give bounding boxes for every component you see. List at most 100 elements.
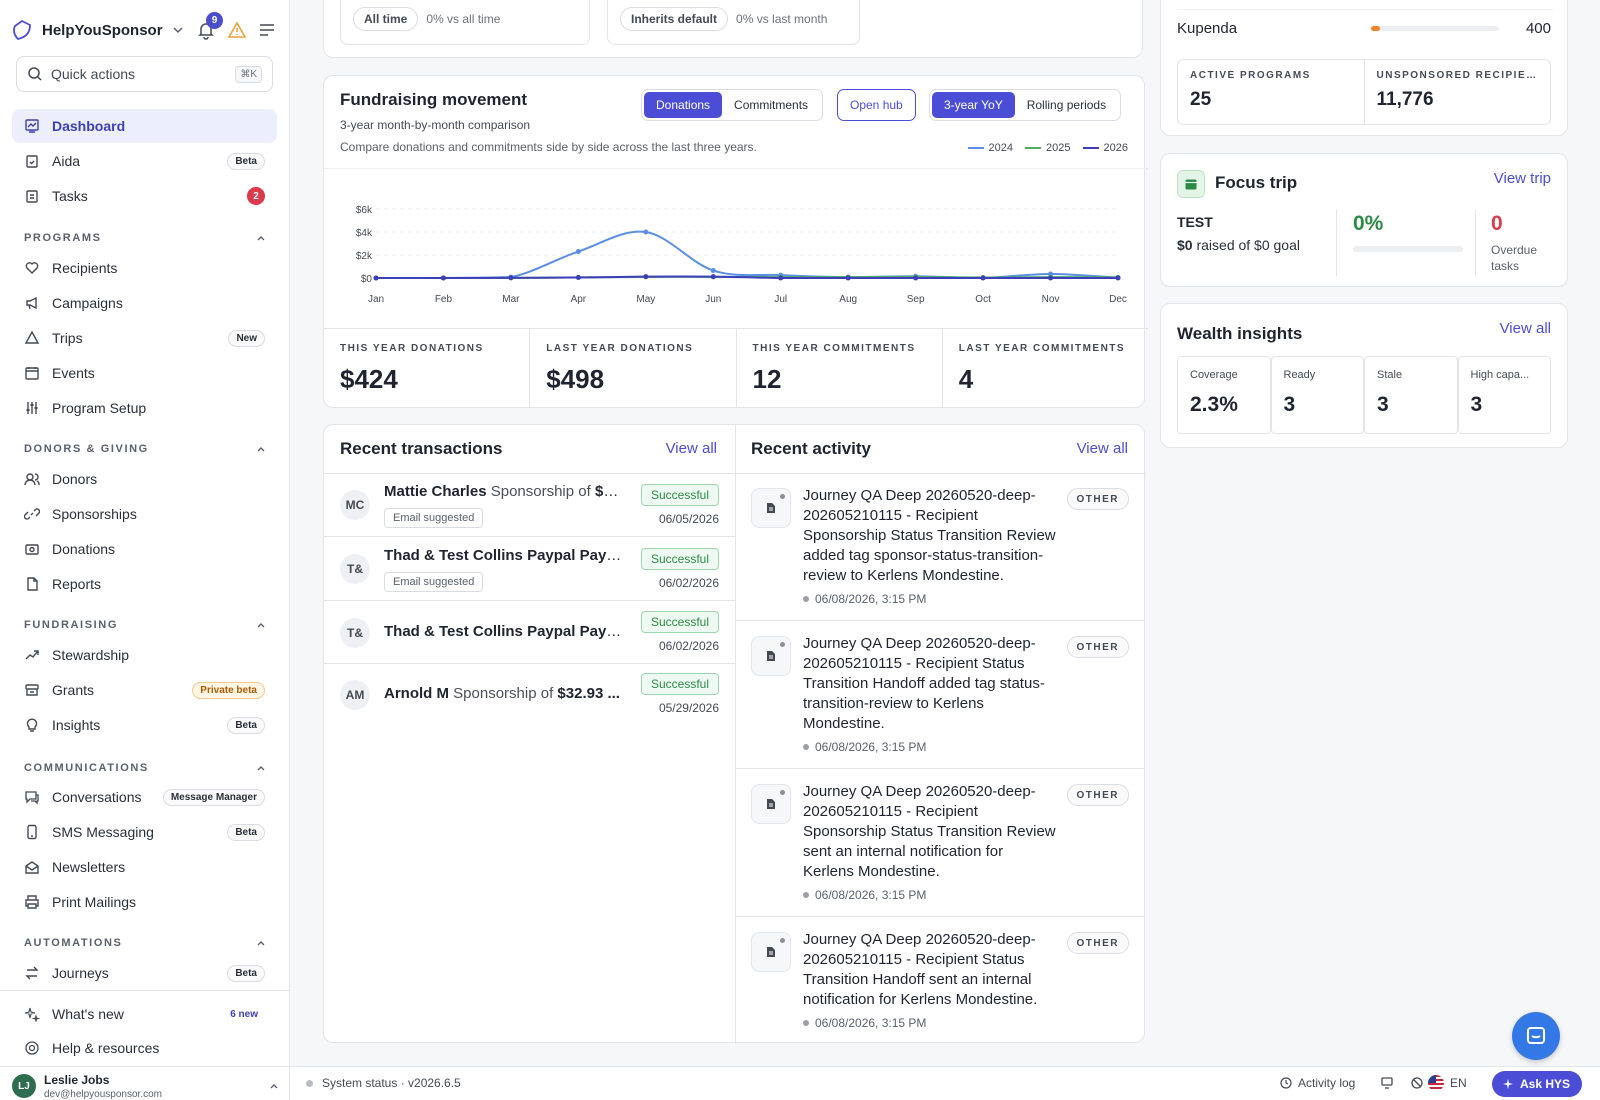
activity-item[interactable]: Journey QA Deep 20260520-deep-2026052101… (735, 622, 1145, 769)
section-title: AUTOMATIONS (24, 937, 123, 949)
unsponsored-recipients-stat: UNSPONSORED RECIPIE... 11,776 (1365, 60, 1551, 124)
trip-name: TEST (1177, 214, 1213, 230)
commitments-toggle[interactable]: Commitments (734, 98, 809, 112)
private-beta-badge: Private beta (192, 681, 265, 699)
sliders-icon (26, 402, 38, 414)
activity-type-badge: OTHER (1066, 784, 1129, 806)
sidebar-item-label: Insights (52, 717, 101, 733)
sidebar-item-print-mailings[interactable]: Print Mailings (12, 885, 277, 919)
sidebar-item-aida[interactable]: Aida Beta (12, 144, 277, 178)
language-selector[interactable]: EN (1428, 1075, 1467, 1091)
ask-hys-label: Ask HYS (1520, 1077, 1571, 1091)
chat-launcher-button[interactable] (1512, 1012, 1560, 1060)
legend-swatch (1025, 147, 1042, 149)
high-capacity-stat[interactable]: High capa... 3 (1457, 356, 1551, 434)
transaction-row[interactable]: AM Arnold M Sponsorship of $32.93 ... Su… (324, 665, 735, 727)
open-hub-button[interactable]: Open hub (837, 89, 916, 121)
quick-actions-search[interactable]: Quick actions ⌘K (16, 56, 273, 92)
chevron-up-icon (257, 236, 265, 241)
org-switcher[interactable]: HelpYouSponsor (10, 16, 280, 44)
ready-stat[interactable]: Ready 3 (1270, 356, 1364, 434)
sidebar-item-insights[interactable]: Insights Beta (12, 708, 277, 742)
sidebar-item-donors[interactable]: Donors (12, 462, 277, 496)
card-title: Wealth insights (1177, 324, 1303, 343)
user-menu[interactable]: LJ Leslie Jobs dev@helpyousponsor.com (12, 1071, 280, 1100)
sidebar-item-grants[interactable]: Grants Private beta (12, 673, 277, 707)
activity-log-button[interactable]: Activity log (1280, 1076, 1355, 1090)
data-point-2026 (1115, 275, 1121, 281)
sidebar-item-stewardship[interactable]: Stewardship (12, 638, 277, 672)
view-trip-link[interactable]: View trip (1493, 170, 1551, 187)
period-chip[interactable]: All time (353, 7, 419, 31)
unread-dot (780, 790, 785, 795)
time-dot (803, 744, 809, 750)
transactions-view-all-link[interactable]: View all (665, 440, 717, 457)
activity-item[interactable]: Journey QA Deep 20260520-deep-2026052101… (735, 918, 1145, 1044)
stat-label: Coverage (1190, 369, 1238, 381)
fundraising-movement-card: Fundraising movement 3-year month-by-mon… (323, 75, 1148, 408)
sidebar-item-trips[interactable]: Trips New (12, 321, 277, 355)
period-toggle: 3-year YoY Rolling periods (929, 89, 1122, 121)
wealth-view-all-link[interactable]: View all (1499, 320, 1551, 337)
cash-icon (25, 544, 39, 555)
sidebar-item-donations[interactable]: Donations (12, 532, 277, 566)
transaction-row[interactable]: MC Mattie Charles Sponsorship of $2... E… (324, 474, 735, 537)
sidebar-item-sms-messaging[interactable]: SMS Messaging Beta (12, 815, 277, 849)
sidebar-item-sponsorships[interactable]: Sponsorships (12, 497, 277, 531)
system-status[interactable]: System status · v2026.6.5 (306, 1076, 461, 1090)
transaction-summary: Mattie Charles Sponsorship of $2... (384, 483, 624, 500)
sidebar-item-recipients[interactable]: Recipients (12, 251, 277, 285)
stat-label: THIS YEAR COMMITMENTS (752, 343, 916, 354)
sidebar-item-newsletters[interactable]: Newsletters (12, 850, 277, 884)
data-point-2026 (980, 275, 986, 281)
column-divider (735, 425, 736, 1044)
sidebar-item-label: Reports (52, 576, 102, 592)
sidebar-item-whats-new[interactable]: What's new 6 new (12, 997, 277, 1031)
data-point-2026 (778, 275, 784, 281)
theme-icon[interactable] (1410, 1076, 1424, 1090)
activity-item[interactable]: Journey QA Deep 20260520-deep-2026052101… (735, 474, 1145, 621)
sidebar-item-events[interactable]: Events (12, 356, 277, 390)
sidebar-item-conversations[interactable]: Conversations Message Manager (12, 780, 277, 814)
donations-toggle[interactable]: Donations (644, 92, 723, 118)
monitor-icon[interactable] (1380, 1076, 1394, 1090)
section-donors-giving[interactable]: DONORS & GIVING (24, 441, 267, 457)
sidebar-item-program-setup[interactable]: Program Setup (12, 391, 277, 425)
yoy-toggle[interactable]: 3-year YoY (932, 92, 1015, 118)
stat-label: ACTIVE PROGRAMS (1190, 70, 1311, 81)
section-fundraising[interactable]: FUNDRAISING (24, 617, 267, 633)
transaction-amount: $32.93 ... (557, 685, 620, 702)
sidebar-item-help[interactable]: Help & resources (12, 1031, 277, 1065)
activity-timestamp: 06/08/2026, 3:15 PM (815, 592, 927, 606)
period-chip[interactable]: Inherits default (620, 7, 729, 31)
chat-bubble-icon (1527, 1027, 1545, 1044)
sidebar-item-journeys[interactable]: Journeys Beta (12, 956, 277, 990)
sparkles-icon (24, 1007, 40, 1022)
coverage-stat[interactable]: Coverage 2.3% (1177, 356, 1271, 434)
program-stats: ACTIVE PROGRAMS 25 UNSPONSORED RECIPIE..… (1177, 59, 1551, 125)
section-communications[interactable]: COMMUNICATIONS (24, 760, 267, 776)
section-programs[interactable]: PROGRAMS (24, 230, 267, 246)
trip-raised: $0 raised of $0 goal (1177, 237, 1300, 253)
status-dot (306, 1079, 313, 1087)
trending-up-icon (25, 650, 39, 660)
stale-stat[interactable]: Stale 3 (1364, 356, 1458, 434)
activity-view-all-link[interactable]: View all (1076, 440, 1128, 457)
sidebar-item-reports[interactable]: Reports (12, 567, 277, 601)
ask-hys-button[interactable]: Ask HYS (1492, 1071, 1583, 1097)
menu-toggle-icon[interactable] (258, 21, 276, 39)
transaction-row[interactable]: T& Thad & Test Collins Paypal Paypal... … (324, 602, 735, 664)
sidebar-item-campaigns[interactable]: Campaigns (12, 286, 277, 320)
sidebar-item-dashboard[interactable]: Dashboard (12, 109, 277, 143)
rolling-periods-toggle[interactable]: Rolling periods (1026, 98, 1107, 112)
divider (1336, 210, 1337, 276)
transaction-row[interactable]: T& Thad & Test Collins Paypal Paypal... … (324, 538, 735, 601)
clipboard-check-icon (26, 155, 38, 168)
beta-badge: Beta (227, 964, 265, 982)
sidebar-item-tasks[interactable]: Tasks 2 (12, 179, 277, 213)
section-automations[interactable]: AUTOMATIONS (24, 935, 267, 951)
warning-icon[interactable] (227, 20, 247, 40)
document-icon (27, 577, 38, 591)
card-title: Fundraising movement (340, 90, 528, 109)
activity-item[interactable]: Journey QA Deep 20260520-deep-2026052101… (735, 770, 1145, 917)
